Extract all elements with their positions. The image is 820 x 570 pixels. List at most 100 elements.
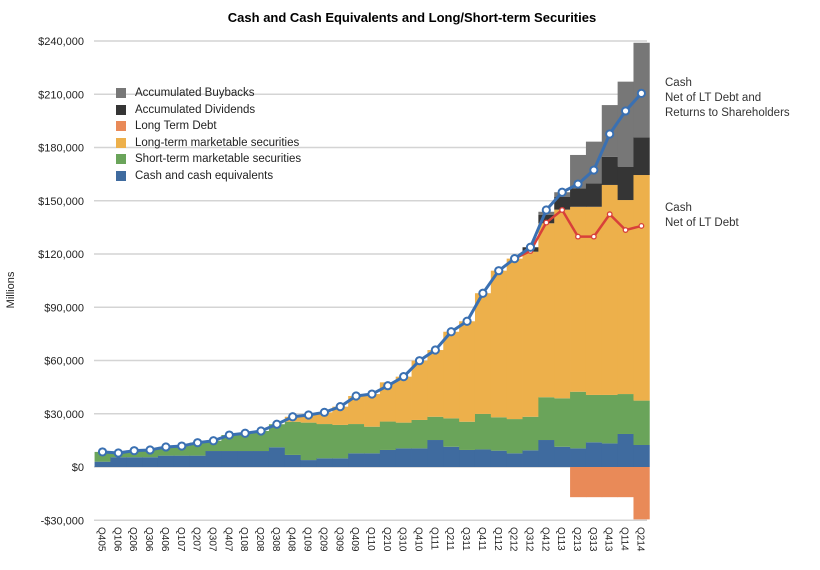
bar-long-term-debt [601,467,619,498]
bar-cash-and-cash-equivalents [459,449,476,467]
bar-accumulated-dividends [554,196,571,210]
bar-cash-and-cash-equivalents [237,451,254,467]
line-point [272,419,282,429]
x-tick-label: Q212 [508,527,519,552]
annotation-line: Cash [665,202,692,214]
bar-short-term-marketable-securities [173,446,191,456]
bar-long-term-marketable-securities [348,396,365,425]
x-tick-label: Q405 [96,527,107,552]
bar-long-term-debt [617,467,634,498]
bar-cash-and-cash-equivalents [189,455,206,467]
bar-short-term-marketable-securities [633,400,650,445]
legend-label: Long Term Debt [135,120,217,133]
x-tick-label: Q213 [571,527,582,552]
line-point [208,436,219,446]
x-tick-label: Q108 [238,527,249,552]
y-tick-label: $120,000 [38,249,84,261]
bar-short-term-marketable-securities [601,394,619,444]
annotation-line: Net of LT Debt [665,217,739,229]
bar-short-term-marketable-securities [268,424,286,448]
bar-short-term-marketable-securities [316,424,333,459]
bar-accumulated-buybacks [617,81,634,167]
x-tick-label: Q107 [175,527,186,552]
bar-short-term-marketable-securities [205,440,222,452]
bar-long-term-marketable-securities [332,406,349,425]
x-tick-label: Q112 [492,527,503,551]
bar-long-term-debt [570,467,587,498]
line-point [589,165,599,175]
line-point [383,381,393,391]
x-tick-label: Q111 [428,527,439,550]
legend-label: Cash and cash equivalents [135,169,274,182]
legend-item: Short-term marketable securities [116,151,301,168]
x-tick-label: Q410 [413,527,424,552]
annotation-net-of-debt-and-returns: Cash Net of LT Debt and Returns to Shareho… [665,76,790,121]
x-tick-label: Q412 [539,527,550,552]
line-point [573,179,583,189]
legend-item: Accumulated Buybacks [116,85,301,102]
bar-accumulated-dividends [601,156,619,185]
bar-long-term-marketable-securities [490,270,508,418]
legend-label: Accumulated Dividends [135,103,256,116]
line-point [161,442,171,452]
line-point [590,233,597,240]
line-point [494,266,504,276]
bar-cash-and-cash-equivalents [443,446,460,467]
x-tick-label: Q210 [381,527,392,552]
bar-short-term-marketable-securities [379,421,397,450]
bar-cash-and-cash-equivalents [205,451,222,467]
bar-short-term-marketable-securities [459,421,476,450]
bar-short-term-marketable-securities [364,426,381,454]
legend-label: Accumulated Buybacks [135,87,255,100]
bar-long-term-marketable-securities [364,394,381,427]
line-point [113,448,123,458]
bar-short-term-marketable-securities [284,421,302,455]
bar-short-term-marketable-securities [348,424,365,454]
line-point [319,407,329,417]
bar-long-term-marketable-securities [585,206,603,395]
y-tick-label: $90,000 [44,302,84,314]
line-point [177,441,187,451]
annotation-line: Returns to Shareholders [665,107,790,119]
line-point [367,389,377,399]
line-point [636,88,647,98]
bar-long-term-marketable-securities [411,360,428,420]
legend-item: Accumulated Dividends [116,102,301,119]
y-tick-label: $150,000 [38,196,84,208]
bar-long-term-debt [585,467,603,498]
bar-cash-and-cash-equivalents [395,448,412,467]
x-tick-label: Q209 [317,527,328,552]
bar-short-term-marketable-securities [554,398,571,447]
bar-cash-and-cash-equivalents [332,458,349,467]
x-tick-label: Q114 [619,527,630,551]
line-point [446,327,456,337]
bar-short-term-marketable-securities [443,418,460,447]
line-point [462,316,472,326]
legend-swatch [116,170,126,181]
bar-cash-and-cash-equivalents [411,448,428,467]
bar-cash-and-cash-equivalents [554,446,571,467]
bar-accumulated-dividends [633,137,650,176]
legend-swatch [116,88,126,99]
bar-accumulated-dividends [570,188,587,207]
line-point [606,211,613,218]
x-tick-label: Q306 [143,527,154,552]
bar-long-term-marketable-securities [601,184,619,395]
x-tick-label: Q206 [127,527,138,552]
bar-cash-and-cash-equivalents [221,451,238,467]
y-tick-label: $240,000 [38,36,84,48]
x-tick-label: Q214 [634,527,645,552]
x-tick-label: Q413 [603,527,614,552]
x-tick-label: Q313 [587,527,598,552]
x-tick-label: Q110 [365,527,376,551]
y-tick-label: $30,000 [44,409,84,421]
bar-short-term-marketable-securities [522,416,539,451]
line-point [605,129,615,139]
bar-short-term-marketable-securities [221,435,238,452]
bar-cash-and-cash-equivalents [268,447,286,467]
bar-cash-and-cash-equivalents [379,449,397,467]
x-tick-label: Q307 [206,527,217,552]
bar-short-term-marketable-securities [506,419,523,454]
chart-title: Cash and Cash Equivalents and Long/Short… [228,10,596,25]
bar-accumulated-buybacks [585,141,603,184]
